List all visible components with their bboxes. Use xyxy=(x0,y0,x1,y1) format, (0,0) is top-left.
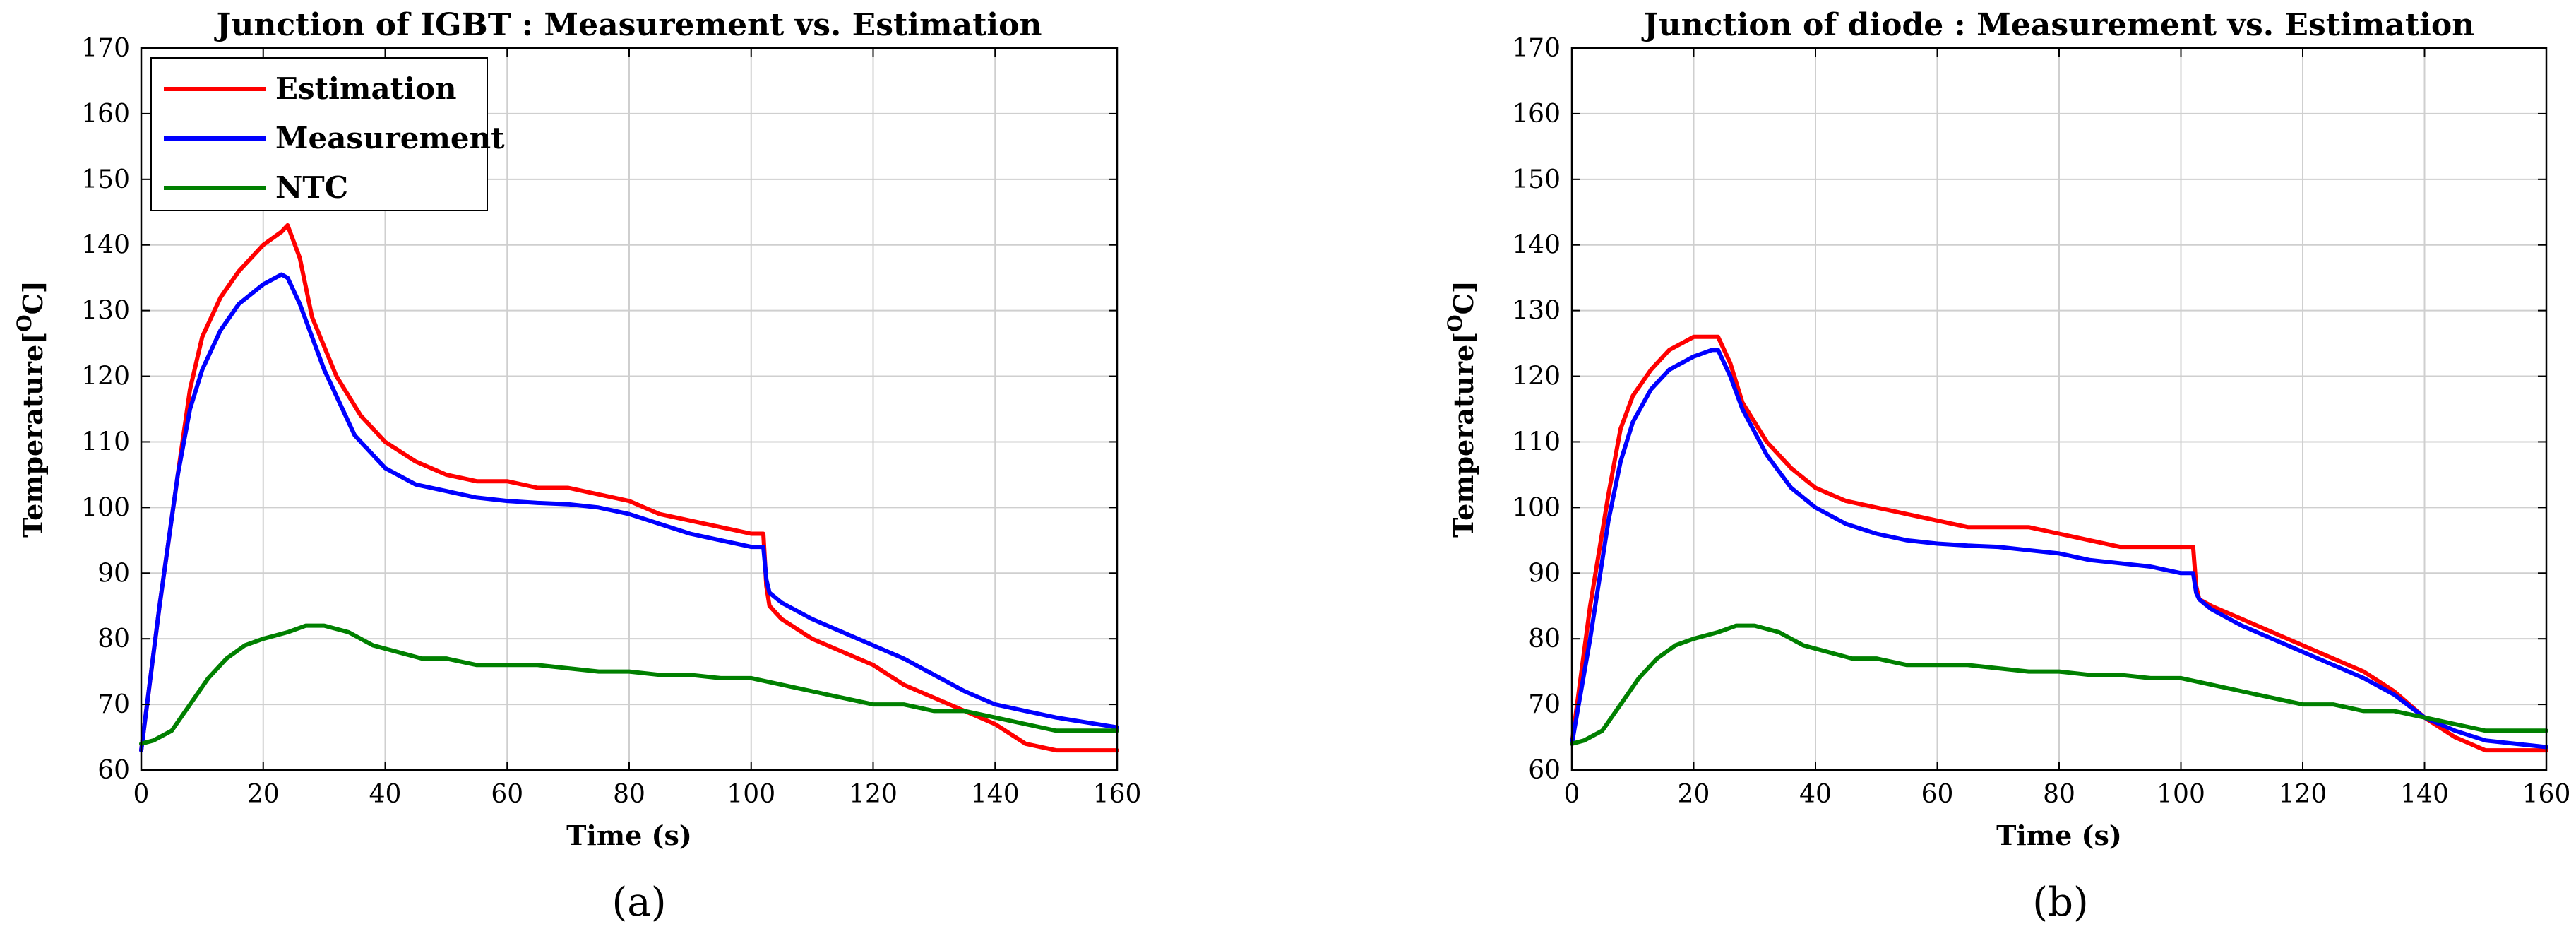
y-tick-label: 120 xyxy=(81,362,130,391)
legend-label-estimation: Estimation xyxy=(275,71,457,106)
y-axis-label-main: Temperature[ xyxy=(17,332,49,538)
y-tick-label: 70 xyxy=(97,690,130,719)
y-tick-label: 120 xyxy=(1512,362,1561,391)
y-tick-label: 80 xyxy=(1528,625,1561,653)
x-tick-label: 80 xyxy=(613,780,645,809)
legend-label-measurement: Measurement xyxy=(275,121,505,155)
x-tick-label: 20 xyxy=(1678,780,1710,809)
panel-caption: (a) xyxy=(612,880,666,925)
y-axis-label-superscript: O xyxy=(1443,314,1467,331)
series-line-measurement xyxy=(1570,348,2548,750)
chart-panel-1: 0 20 40 60 80 100 120 140 160 60 70 80 90 100 110 120 13… xyxy=(1443,7,2570,925)
y-tick-label: 160 xyxy=(1512,100,1561,129)
y-axis-label: Temperature[OC] xyxy=(1443,280,1479,538)
x-tick-label: 100 xyxy=(727,780,775,809)
x-tick-label: 60 xyxy=(491,780,523,809)
x-tick-label: 160 xyxy=(1093,780,1142,809)
x-tick-label: 40 xyxy=(1799,780,1832,809)
chart-title: Junction of IGBT : Measurement vs. Estim… xyxy=(214,7,1042,43)
y-tick-label: 60 xyxy=(97,756,130,785)
x-tick-label: 120 xyxy=(2279,780,2327,809)
y-tick-label: 160 xyxy=(81,100,130,129)
y-tick-label: 130 xyxy=(1512,297,1561,326)
y-axis-label-unit: C] xyxy=(1448,280,1479,314)
series-line-estimation xyxy=(139,223,1119,753)
y-axis-label-main: Temperature[ xyxy=(1448,332,1479,538)
y-tick-label: 110 xyxy=(1512,427,1561,456)
y-tick-label: 170 xyxy=(1512,34,1561,63)
y-tick-label: 90 xyxy=(1528,559,1561,588)
y-tick-label: 140 xyxy=(81,231,130,260)
y-tick-label: 100 xyxy=(1512,493,1561,522)
series-line-ntc xyxy=(1570,623,2548,746)
x-tick-label: 100 xyxy=(2157,780,2205,809)
y-axis-label-unit: C] xyxy=(17,280,49,314)
series-line-ntc xyxy=(139,623,1119,746)
x-tick-label: 0 xyxy=(133,780,150,809)
y-axis-label-superscript: O xyxy=(13,314,36,331)
x-tick-label: 140 xyxy=(2400,780,2449,809)
x-tick-label: 0 xyxy=(1564,780,1580,809)
series-line-estimation xyxy=(1570,334,2548,753)
legend-box xyxy=(150,57,488,211)
y-tick-label: 90 xyxy=(97,559,130,588)
series-line-measurement xyxy=(139,272,1119,753)
legend-label-ntc: NTC xyxy=(275,170,348,205)
y-tick-label: 110 xyxy=(81,427,130,456)
chart-panel-0: 0 20 40 60 80 100 120 140 160 60 70 80 90 100 110 120 13… xyxy=(13,7,1141,925)
chart-title: Junction of diode : Measurement vs. Esti… xyxy=(1641,7,2474,43)
x-tick-label: 140 xyxy=(971,780,1020,809)
y-tick-label: 130 xyxy=(81,297,130,326)
y-tick-label: 100 xyxy=(81,493,130,522)
x-tick-label: 120 xyxy=(849,780,898,809)
x-tick-label: 80 xyxy=(2043,780,2075,809)
panel-caption: (b) xyxy=(2032,880,2089,925)
x-axis-label: Time (s) xyxy=(566,819,692,851)
x-tick-label: 160 xyxy=(2522,780,2571,809)
y-tick-label: 170 xyxy=(81,34,130,63)
x-tick-label: 60 xyxy=(1921,780,1954,809)
y-tick-label: 150 xyxy=(81,165,130,194)
y-tick-label: 140 xyxy=(1512,231,1561,260)
x-tick-label: 40 xyxy=(369,780,402,809)
x-tick-label: 20 xyxy=(247,780,280,809)
legend: Estimation Measurement NTC xyxy=(150,57,505,211)
y-axis-label: Temperature[OC] xyxy=(13,280,49,538)
y-tick-label: 150 xyxy=(1512,165,1561,194)
x-axis-label: Time (s) xyxy=(1996,819,2122,851)
y-tick-label: 70 xyxy=(1528,690,1561,719)
y-tick-label: 80 xyxy=(97,625,130,653)
y-tick-label: 60 xyxy=(1528,756,1561,785)
